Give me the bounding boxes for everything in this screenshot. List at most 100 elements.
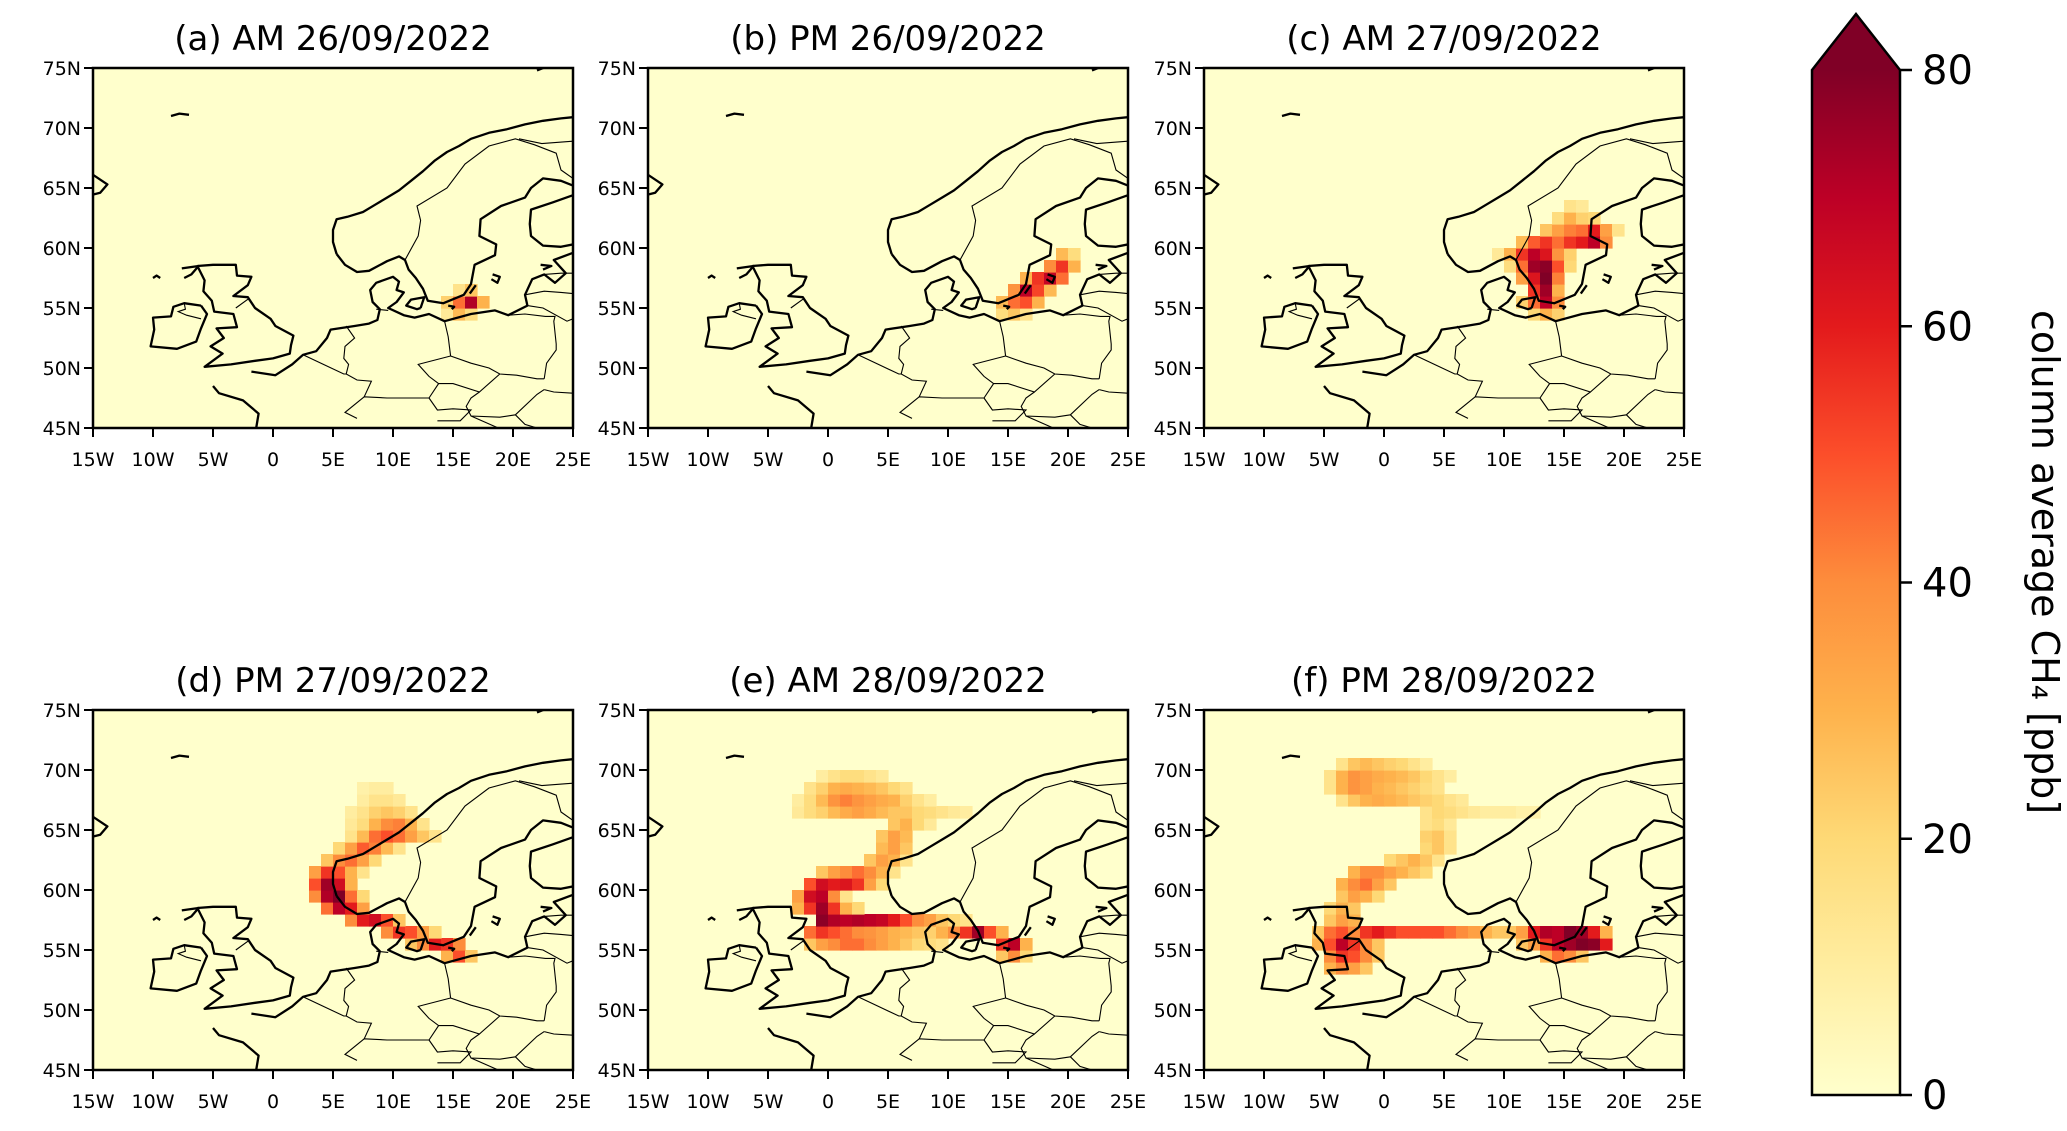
- y-tick-label: 50N: [43, 358, 81, 380]
- heatmap-cell: [804, 878, 817, 891]
- heatmap-cell: [1492, 806, 1505, 819]
- coastline: [806, 251, 1128, 377]
- heatmap-cell: [948, 806, 961, 819]
- x-tick-label: 0: [822, 449, 834, 471]
- heatmap-cell: [1576, 212, 1589, 225]
- heatmap-cell: [1432, 770, 1445, 783]
- country-border: [1576, 389, 1656, 418]
- heatmap-cell: [1456, 806, 1469, 819]
- x-tick-label: 10E: [375, 1091, 411, 1113]
- colorbar-tick-label: 0: [1922, 1073, 1947, 1119]
- heatmap-cell: [429, 926, 442, 939]
- country-border: [428, 1039, 473, 1064]
- x-tick-label: 25E: [555, 449, 591, 471]
- heatmap-cell: [960, 926, 973, 939]
- heatmap-cell: [1008, 284, 1021, 297]
- country-border: [524, 290, 573, 296]
- heatmap-cell: [1540, 248, 1553, 261]
- country-border: [518, 780, 573, 787]
- heatmap-cell: [900, 782, 913, 795]
- heatmap-cell: [321, 866, 334, 879]
- heatmap-cell: [828, 770, 841, 783]
- heatmap-cell: [1372, 770, 1385, 783]
- heatmap-cell: [1444, 830, 1457, 843]
- coastline: [1442, 116, 1684, 255]
- heatmap-cell: [309, 890, 322, 903]
- coastline: [1651, 263, 1664, 271]
- coastline: [1292, 906, 1311, 922]
- country-border: [898, 325, 928, 398]
- coastline: [540, 263, 553, 271]
- y-tick-label: 50N: [598, 358, 636, 380]
- country-border: [465, 389, 545, 418]
- heatmap-cell: [1528, 236, 1541, 249]
- coastline: [1579, 284, 1588, 295]
- country-border: [1487, 950, 1500, 953]
- country-border: [1655, 1031, 1684, 1036]
- country-border: [1454, 963, 1563, 1061]
- country-border: [1413, 996, 1458, 1017]
- heatmap-cell: [357, 854, 370, 867]
- heatmap-cell: [1360, 926, 1373, 939]
- country-border: [1515, 138, 1684, 261]
- heatmap-cell: [1456, 794, 1469, 807]
- panels: 15W 10W 5W 0 5E 10E 15E 20E 25E 75N 70N 65N 60N 55N 50…: [43, 19, 1702, 1113]
- country-border: [1619, 313, 1668, 379]
- coastline: [886, 758, 1128, 897]
- coastline: [1651, 905, 1664, 913]
- heatmap-cell: [1384, 878, 1397, 891]
- heatmap-cell: [864, 854, 877, 867]
- x-tick-label: 15W: [72, 1091, 115, 1113]
- y-tick-label: 60N: [1154, 880, 1192, 902]
- heatmap-cell: [1420, 770, 1433, 783]
- y-tick-label: 45N: [43, 1060, 81, 1082]
- heatmap-cell: [333, 866, 346, 879]
- x-tick-label: 5W: [1309, 1091, 1340, 1113]
- coastlines: [1204, 710, 1684, 1070]
- heatmap-cell: [1564, 200, 1577, 213]
- country-border: [1073, 138, 1128, 145]
- country-border: [524, 932, 573, 938]
- y-tick-label: 75N: [598, 58, 636, 80]
- country-border: [1619, 955, 1668, 1021]
- heatmap-cell: [1540, 260, 1553, 273]
- heatmap-cell: [1396, 770, 1409, 783]
- heatmap-cell: [792, 890, 805, 903]
- x-tick-label: 15W: [627, 1091, 670, 1113]
- country-border: [1020, 1031, 1100, 1060]
- heatmap-cell: [1552, 236, 1565, 249]
- x-tick-label: 20E: [1050, 449, 1086, 471]
- coastline: [704, 944, 764, 992]
- heatmap-cells: [309, 782, 478, 963]
- heatmap-cell: [1324, 914, 1337, 927]
- heatmap-cell: [816, 794, 829, 807]
- country-border: [931, 950, 944, 953]
- heatmap-cell: [876, 938, 889, 951]
- heatmap-cell: [888, 866, 901, 879]
- heatmap-cell: [345, 914, 358, 927]
- x-tick-label: 5W: [1309, 449, 1340, 471]
- heatmap-cell: [1336, 902, 1349, 915]
- heatmap-cell: [804, 926, 817, 939]
- heatmap-cell: [1336, 878, 1349, 891]
- heatmap-cell: [357, 914, 370, 927]
- heatmap-cell: [1396, 854, 1409, 867]
- heatmap-cell: [1348, 794, 1361, 807]
- coastline: [1307, 263, 1406, 368]
- heatmap-cell: [1360, 782, 1373, 795]
- heatmap-cell: [1348, 902, 1361, 915]
- heatmap-cell: [441, 950, 454, 963]
- country-border: [1454, 967, 1484, 1040]
- heatmap-cells: [1312, 758, 1613, 975]
- heatmap-cell: [465, 296, 478, 309]
- heatmap-cell: [816, 878, 829, 891]
- coastline: [196, 263, 295, 368]
- heatmap-cell: [960, 806, 973, 819]
- heatmap-cell: [1068, 260, 1081, 273]
- y-tick-label: 70N: [598, 760, 636, 782]
- heatmap-cell: [1420, 806, 1433, 819]
- heatmap-cell: [1432, 926, 1445, 939]
- heatmap-cell: [888, 818, 901, 831]
- heatmap-cell: [345, 866, 358, 879]
- coastline: [1601, 273, 1612, 284]
